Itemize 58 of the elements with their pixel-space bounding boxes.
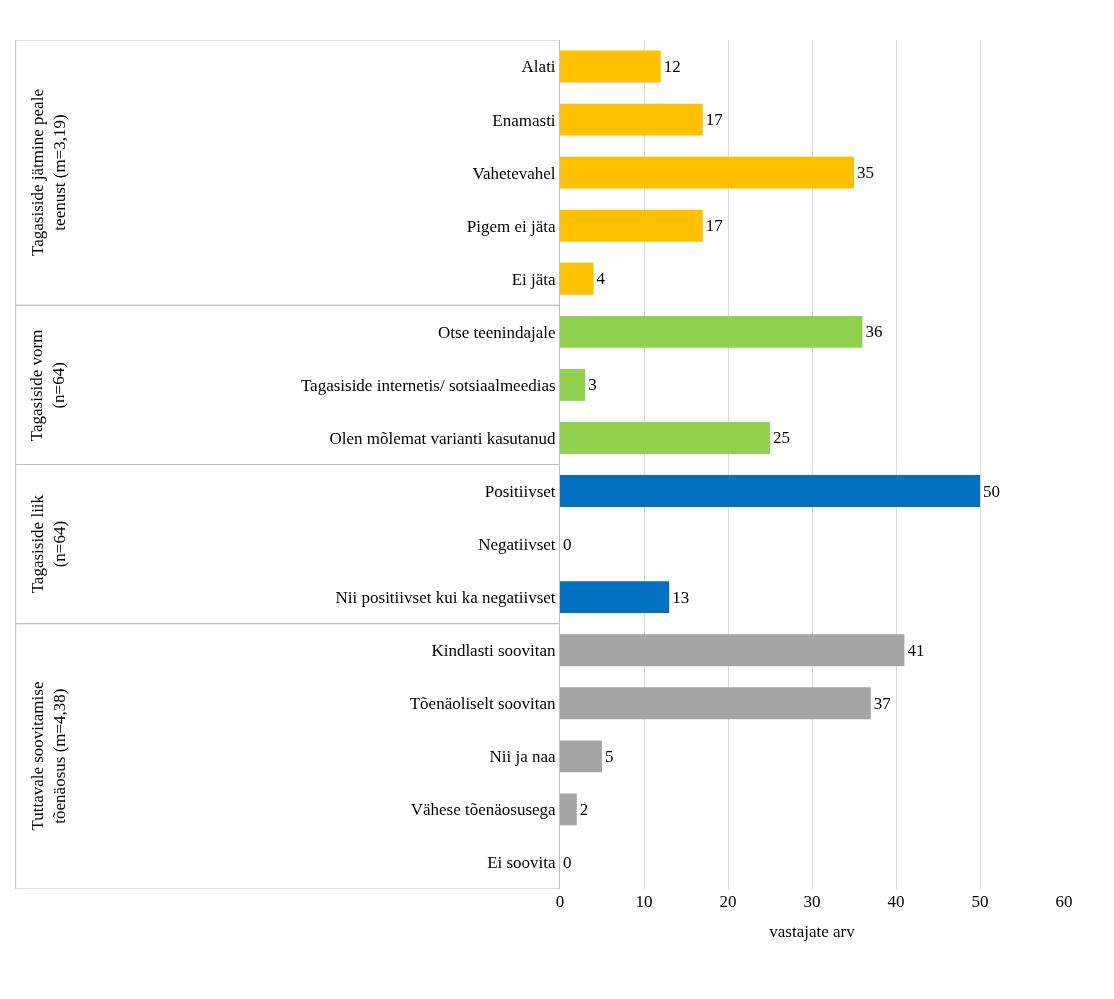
- data-label: 50: [983, 481, 1000, 501]
- data-label: 4: [596, 269, 606, 289]
- data-label: 17: [705, 110, 724, 130]
- data-label: 41: [907, 640, 925, 660]
- data-label: 25: [773, 428, 790, 448]
- y-tick-label: Nii ja naa: [489, 747, 557, 767]
- x-tick-label: 30: [803, 892, 821, 911]
- data-label: 3: [588, 375, 597, 395]
- bar: [560, 368, 586, 401]
- data-label: 0: [563, 852, 572, 872]
- x-tick-label: 60: [1055, 892, 1073, 911]
- x-axis-title: vastajate arv: [769, 922, 856, 942]
- data-label: 12: [663, 57, 681, 77]
- x-tick-label: 0: [555, 892, 565, 911]
- bar: [560, 103, 703, 136]
- text: Tagasiside vorm (n=64): [27, 329, 69, 442]
- x-tick-label: 50: [971, 892, 989, 911]
- y-tick-label: Vahetevahel: [472, 163, 556, 183]
- bar: [560, 156, 854, 189]
- y-tick-label: Nii positiivset kui ka negatiivset: [335, 588, 556, 608]
- text: Tagasiside liik (n=64): [28, 494, 70, 594]
- bar: [560, 634, 905, 667]
- y-tick-label: Negatiivset: [478, 535, 556, 555]
- y-tick-label: Vähese tõenäosusega: [410, 800, 557, 820]
- y-tick-label: Kindlasti soovitan: [431, 641, 557, 661]
- data-label: 5: [605, 746, 614, 766]
- data-label: 2: [579, 799, 589, 819]
- bar: [560, 262, 594, 295]
- text: Tagasiside jätmine peale teenust (m=3,19): [27, 89, 69, 256]
- bar: [560, 50, 661, 83]
- y-tick-label: Tõenäoliselt soovitan: [409, 694, 557, 714]
- data-label: 0: [563, 534, 572, 554]
- bar: [560, 475, 980, 507]
- text: Tuttavale soovitamise tõenäosus (m=4,38): [27, 681, 70, 831]
- x-tick-label: 20: [719, 892, 737, 911]
- data-label: 36: [865, 322, 883, 342]
- bar: [560, 793, 577, 826]
- y-tick-label: Olen mõlemat varianti kasutanud: [329, 428, 557, 448]
- data-label: 35: [857, 163, 874, 183]
- y-tick-label: Ei soovita: [487, 853, 557, 873]
- x-tick-label: 10: [635, 892, 653, 911]
- bar: [560, 209, 703, 242]
- data-label: 13: [672, 587, 690, 607]
- y-tick-label: Positiivset: [484, 481, 556, 501]
- y-tick-label: Ei jäta: [511, 269, 557, 289]
- y-tick-label: Enamasti: [492, 110, 556, 130]
- bar: [560, 315, 863, 348]
- y-tick-label: Otse teenindajale: [438, 322, 556, 342]
- bar: [560, 740, 602, 773]
- bar: [560, 687, 871, 720]
- data-label: 37: [873, 693, 892, 713]
- y-tick-label: Tagasiside internetis/ sotsiaalmeedias: [300, 375, 556, 395]
- x-tick-label: 40: [887, 892, 905, 911]
- data-label: 17: [705, 216, 724, 236]
- y-tick-label: Pigem ei jäta: [466, 216, 557, 236]
- y-tick-label: Alati: [521, 57, 556, 77]
- bar: [560, 422, 770, 454]
- bar: [560, 581, 670, 614]
